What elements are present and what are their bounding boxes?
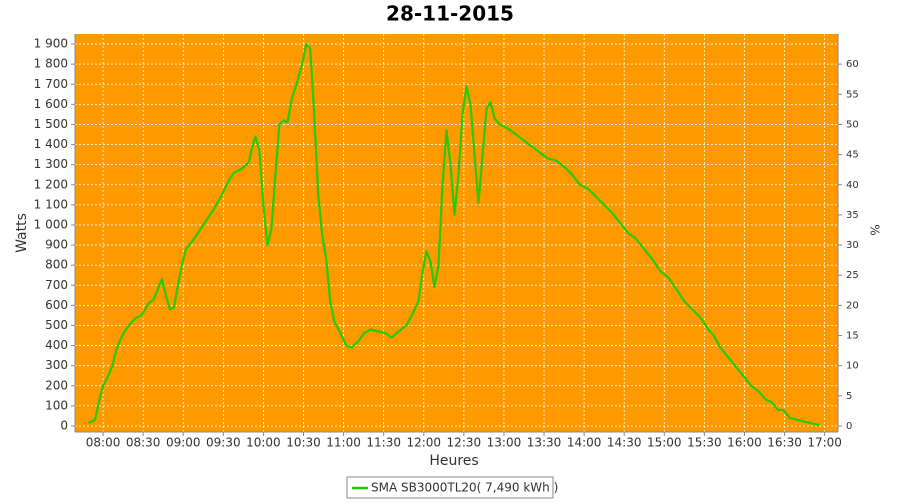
x-tick-label: 14:30 xyxy=(607,436,642,450)
legend-box xyxy=(346,476,554,499)
y-tick-label: 1 900 xyxy=(34,37,68,51)
y-tick-label: 300 xyxy=(45,358,68,372)
x-tick-label: 13:00 xyxy=(487,436,522,450)
y-tick-label: 500 xyxy=(45,318,68,332)
x-tick-label: 08:00 xyxy=(86,436,121,450)
y-tick-label: 1 300 xyxy=(34,157,68,171)
y-tick-label: 1 400 xyxy=(34,137,68,151)
y2-tick-label: 15 xyxy=(846,331,859,342)
y-tick-label: 1 200 xyxy=(34,177,68,191)
x-tick-label: 08:30 xyxy=(126,436,161,450)
legend-label: SMA SB3000TL20( 7,490 kWh ) xyxy=(371,481,558,495)
x-axis-label: Heures xyxy=(429,453,478,469)
y2-tick-label: 35 xyxy=(846,210,859,221)
x-tick-label: 11:00 xyxy=(326,436,361,450)
y2-tick-label: 20 xyxy=(846,300,859,311)
plot-area xyxy=(75,34,838,432)
y-tick-label: 600 xyxy=(45,298,68,312)
y-tick-label: 1 500 xyxy=(34,117,68,131)
y2-tick-label: 60 xyxy=(846,59,859,70)
y2-tick-label: 50 xyxy=(846,119,859,130)
y-tick-label: 1 800 xyxy=(34,57,68,71)
y2-tick-label: 0 xyxy=(846,421,852,432)
y2-tick-label: 30 xyxy=(846,240,859,251)
y-tick-label: 900 xyxy=(45,238,68,252)
y-tick-label: 400 xyxy=(45,338,68,352)
x-tick-label: 16:30 xyxy=(767,436,802,450)
y-tick-label: 1 600 xyxy=(34,97,68,111)
x-tick-label: 17:00 xyxy=(807,436,842,450)
x-tick-label: 12:30 xyxy=(447,436,482,450)
y2-tick-label: 5 xyxy=(846,391,852,402)
x-tick-label: 15:00 xyxy=(647,436,682,450)
x-tick-label: 16:00 xyxy=(727,436,762,450)
y2-tick-label: 45 xyxy=(846,150,859,161)
y2-axis-label: % xyxy=(868,224,882,235)
x-tick-label: 11:30 xyxy=(366,436,401,450)
x-tick-label: 10:00 xyxy=(246,436,281,450)
y2-tick-label: 55 xyxy=(846,89,859,100)
x-tick-label: 15:30 xyxy=(687,436,722,450)
y-tick-label: 700 xyxy=(45,278,68,292)
y-tick-label: 100 xyxy=(45,398,68,412)
data-line xyxy=(87,42,820,427)
y-tick-label: 1 700 xyxy=(34,77,68,91)
y-axis-label: Watts xyxy=(14,213,30,253)
y-tick-label: 1 100 xyxy=(34,197,68,211)
y2-tick-label: 25 xyxy=(846,270,859,281)
y-tick-label: 800 xyxy=(45,258,68,272)
chart-title: 28-11-2015 xyxy=(386,2,514,26)
y-tick-label: 1 000 xyxy=(34,217,68,231)
y2-tick-label: 10 xyxy=(846,361,859,372)
x-tick-label: 13:30 xyxy=(527,436,562,450)
y-tick-label: 200 xyxy=(45,378,68,392)
y-tick-label: 0 xyxy=(60,418,68,432)
y2-tick-label: 40 xyxy=(846,180,859,191)
x-tick-label: 14:00 xyxy=(567,436,602,450)
x-tick-label: 09:30 xyxy=(206,436,241,450)
x-tick-label: 10:30 xyxy=(286,436,321,450)
x-tick-label: 12:00 xyxy=(406,436,441,450)
x-tick-label: 09:00 xyxy=(166,436,201,450)
